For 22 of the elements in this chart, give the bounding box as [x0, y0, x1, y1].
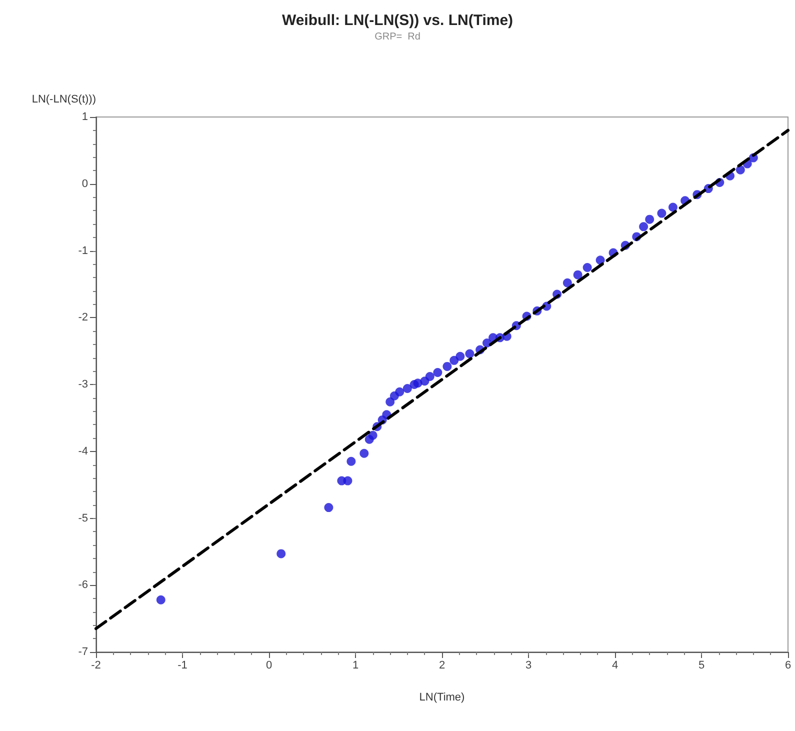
y-tick-label: -6 [78, 579, 88, 592]
y-tick-label: 1 [82, 111, 88, 123]
y-tick-label: -5 [78, 512, 88, 524]
x-tick-label: 2 [438, 660, 446, 672]
x-tick-label: -1 [178, 660, 188, 672]
x-axis-title: LN(Time) [419, 692, 465, 704]
chart-title: Weibull: LN(-LN(S)) vs. LN(Time) [282, 12, 514, 29]
x-tick-label: 5 [698, 660, 705, 672]
x-tick-label: 0 [266, 660, 272, 672]
x-tick-label: 4 [612, 660, 618, 672]
x-tick-label: -2 [91, 660, 101, 672]
x-tick-label: 6 [784, 660, 792, 672]
y-tick-label: -7 [78, 646, 88, 658]
y-tick-label: -4 [78, 445, 88, 458]
y-tick-label: -3 [78, 378, 88, 390]
y-axis-title: LN(-LN(S(t))) [32, 94, 96, 106]
chart-subtitle: GRP= Rd [374, 32, 420, 42]
y-tick-label: -1 [78, 244, 88, 257]
x-tick-label: 3 [525, 660, 532, 672]
x-tick-label: 1 [352, 660, 359, 672]
y-tick-label: -2 [78, 312, 88, 324]
y-tick-label: 0 [82, 178, 88, 190]
